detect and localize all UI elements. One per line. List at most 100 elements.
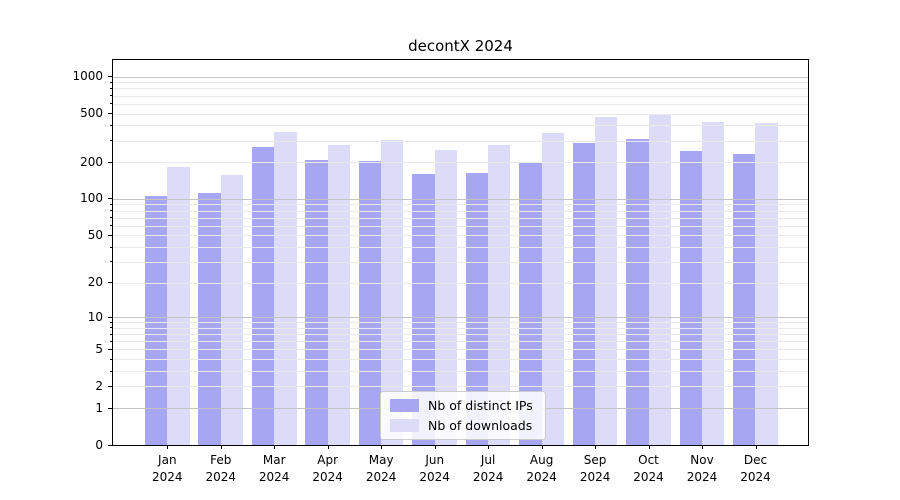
y-tick-mark-minor (110, 210, 113, 212)
y-tick-mark-minor (110, 321, 113, 323)
x-tick-mark (167, 445, 169, 449)
y-tick-mark-minor (110, 124, 113, 126)
bar-distinct-ips (358, 161, 382, 445)
y-tick-mark-minor (110, 225, 113, 227)
gridline-minor (113, 82, 808, 84)
y-tick-mark (108, 282, 113, 284)
bar-downloads (488, 144, 511, 445)
x-tick-year: 2024 (258, 470, 290, 484)
x-tick-mark (595, 445, 597, 449)
legend-entry-downloads: Nb of downloads (390, 418, 533, 433)
x-tick-label: Feb 2024 (189, 452, 253, 486)
bar-downloads (381, 139, 404, 445)
y-tick-mark (108, 348, 113, 350)
y-tick-label: 200 (80, 154, 103, 169)
gridline-major (113, 317, 808, 319)
y-tick-mark (108, 407, 113, 409)
x-tick-month: Sep (583, 453, 607, 467)
y-tick-mark-minor (110, 203, 113, 205)
x-tick-month: Aug (529, 453, 554, 467)
gridline-minor (113, 327, 808, 329)
bar-distinct-ips (572, 143, 596, 445)
bar-downloads (220, 174, 244, 445)
y-tick-mark-minor (110, 95, 113, 96)
gridline-major (113, 76, 808, 78)
bar-distinct-ips (626, 139, 649, 445)
y-tick-mark-minor (110, 333, 113, 335)
x-tick-label: Dec 2024 (724, 452, 788, 486)
y-tick-mark (108, 198, 113, 200)
x-tick-month: May (368, 453, 394, 467)
x-tick-month: Nov (690, 453, 714, 467)
y-tick-mark (108, 316, 113, 318)
gridline-minor (113, 95, 808, 97)
gridline-minor (113, 217, 808, 219)
x-tick-mark (702, 445, 703, 449)
legend: Nb of distinct IPs Nb of downloads (380, 391, 546, 440)
bar-distinct-ips (733, 153, 756, 445)
y-tick-mark (108, 234, 113, 236)
bar-distinct-ips (679, 150, 702, 445)
x-tick-mark (488, 445, 490, 449)
y-tick-mark-minor (110, 103, 113, 105)
x-tick-year: 2024 (152, 470, 183, 484)
y-tick-mark-minor (110, 140, 113, 142)
gridline-minor (113, 88, 808, 90)
y-tick-label: 2 (95, 378, 103, 393)
x-tick-label: Oct 2024 (617, 452, 681, 486)
bar-distinct-ips (465, 173, 489, 445)
gridline-minor (113, 334, 808, 336)
y-tick-mark (108, 161, 113, 163)
x-tick-month: Apr (317, 453, 339, 467)
x-tick-label: Apr 2024 (296, 452, 360, 486)
gridline-minor (113, 140, 808, 142)
legend-label-downloads: Nb of downloads (428, 418, 533, 433)
x-tick-year: 2024 (579, 470, 611, 484)
gridline-minor (113, 282, 808, 284)
gridline-minor (113, 322, 808, 324)
gridline-minor (113, 386, 808, 388)
y-tick-mark-minor (110, 358, 113, 360)
x-tick-year: 2024 (686, 470, 718, 484)
y-tick-label: 10 (87, 309, 103, 324)
gridline-minor (113, 225, 808, 227)
y-tick-mark (108, 385, 113, 387)
x-tick-label: Aug 2024 (510, 452, 574, 486)
x-tick-month: Jun (425, 453, 445, 467)
bar-downloads (327, 144, 350, 445)
y-tick-mark-minor (110, 81, 113, 83)
gridline-major (113, 198, 808, 200)
y-tick-mark (108, 76, 113, 77)
y-tick-mark (108, 113, 113, 114)
y-tick-mark-minor (110, 261, 113, 263)
legend-swatch-distinct-ips-icon (390, 399, 419, 412)
x-tick-month: Mar (262, 453, 286, 467)
x-tick-label: May 2024 (349, 452, 413, 486)
bar-distinct-ips (412, 174, 435, 445)
legend-label-distinct-ips: Nb of distinct IPs (428, 398, 533, 413)
gridline-minor (113, 204, 808, 206)
y-tick-mark-minor (110, 340, 113, 342)
gridline-minor (113, 247, 808, 248)
gridline-minor (113, 113, 808, 115)
x-tick-label: Jun 2024 (403, 452, 467, 486)
x-tick-mark (381, 445, 383, 449)
plot-area: Nb of distinct IPs Nb of downloads Jan 20… (72, 59, 809, 484)
bar-downloads (755, 123, 778, 445)
y-tick-label: 20 (87, 275, 103, 290)
x-tick-month: Dec (743, 453, 768, 467)
y-tick-label: 500 (80, 106, 103, 120)
x-tick-month: Jan (158, 453, 177, 467)
y-tick-label: 1 (95, 400, 103, 415)
bar-distinct-ips (305, 159, 328, 445)
x-tick-label: Mar 2024 (242, 452, 306, 486)
gridline-minor (113, 359, 808, 361)
gridline-minor (113, 261, 808, 263)
gridline-minor (113, 341, 808, 343)
y-tick-mark-minor (110, 327, 113, 329)
y-tick-mark-minor (110, 217, 113, 219)
legend-swatch-downloads-icon (390, 419, 419, 432)
x-tick-year: 2024 (526, 470, 557, 484)
x-tick-year: 2024 (419, 470, 450, 484)
